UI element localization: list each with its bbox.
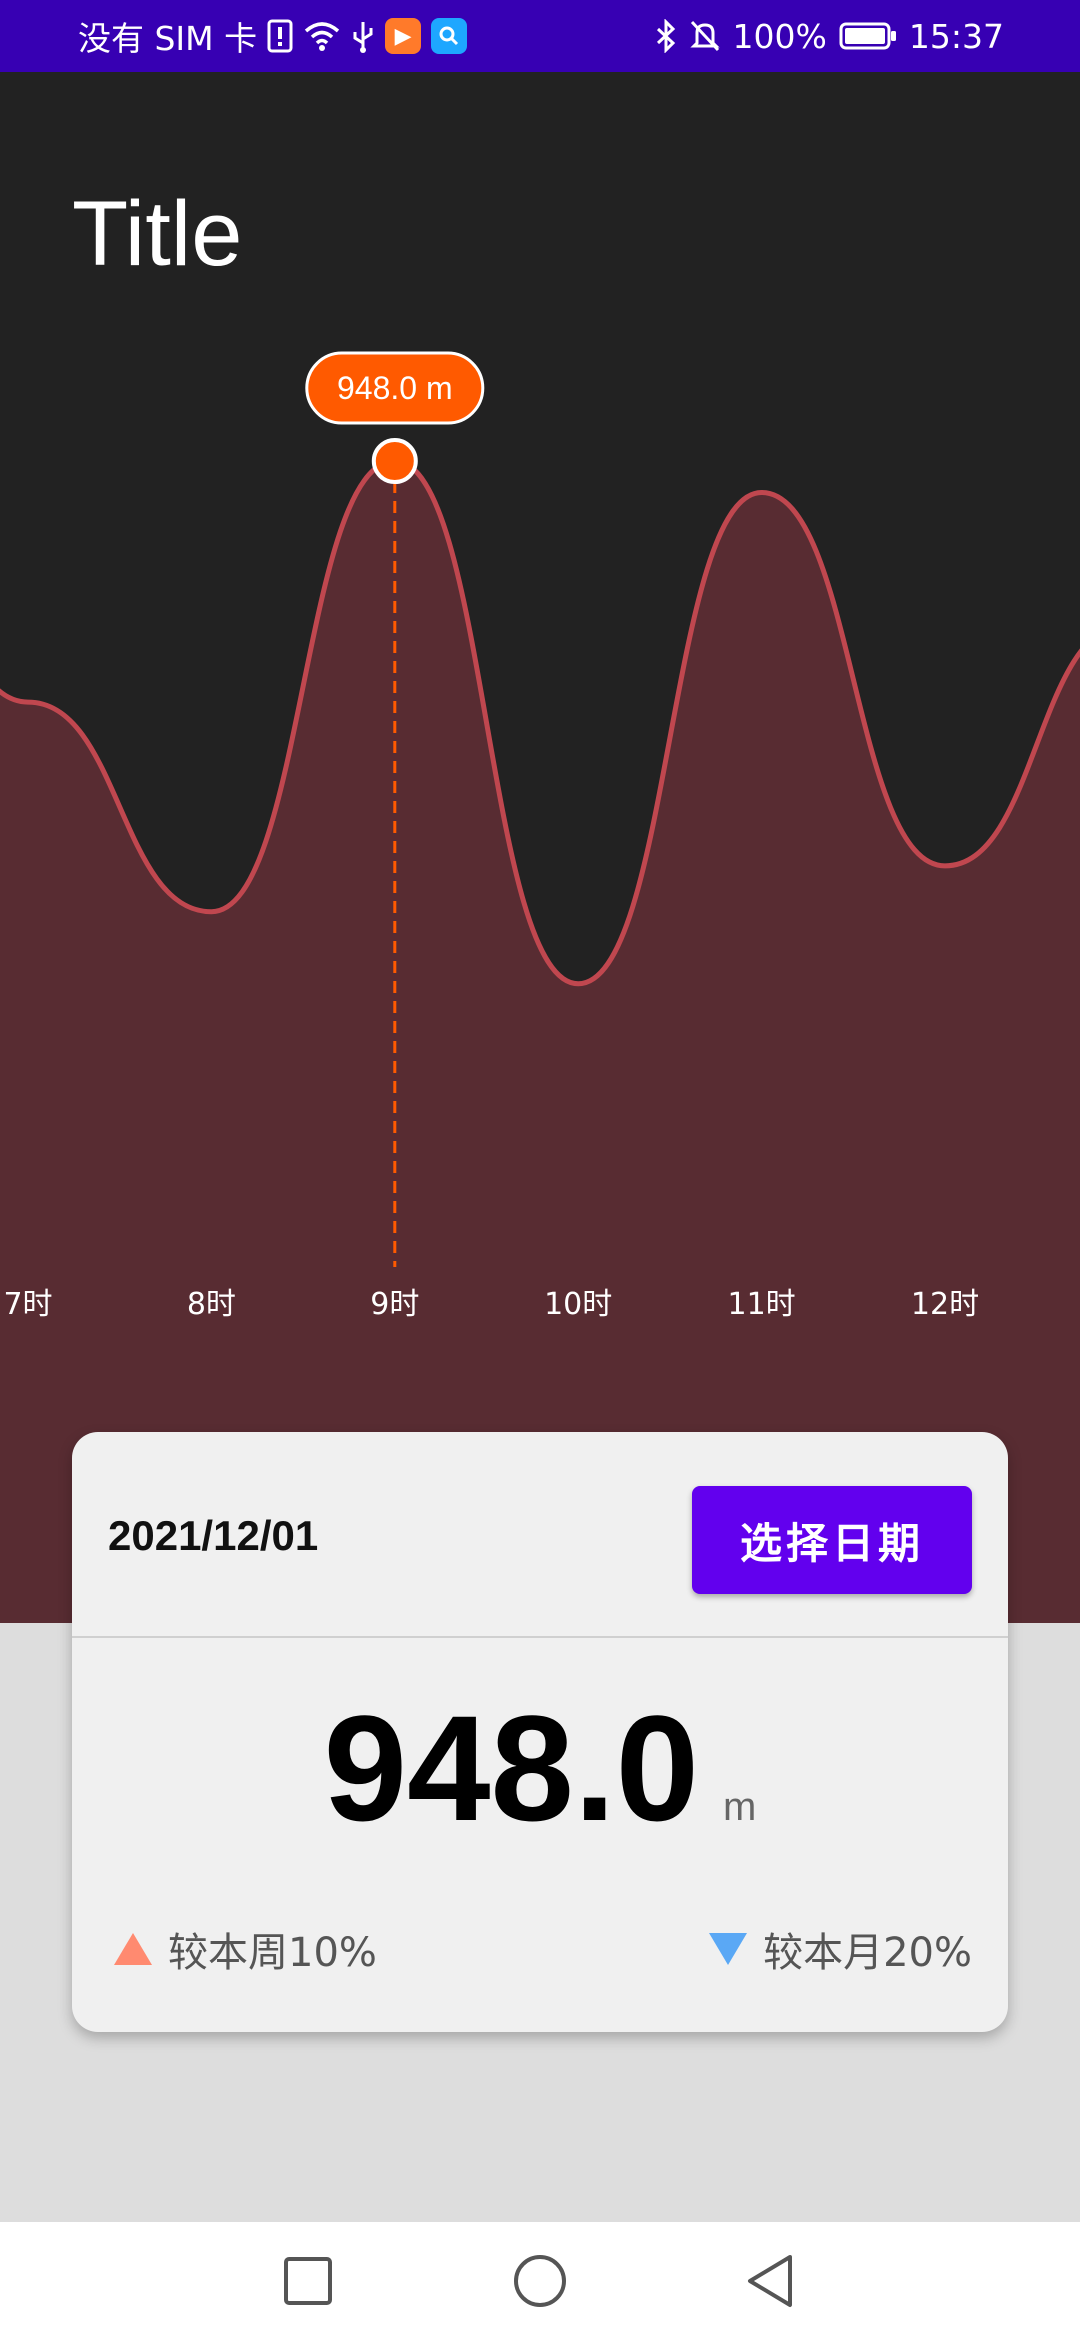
month-comparison-text: 较本月20% <box>763 1930 972 1976</box>
status-bar: 没有 SIM 卡 ▶ 100% 15:37 <box>0 0 1080 72</box>
carrier-text: 没有 SIM 卡 <box>78 19 258 58</box>
wifi-icon <box>303 20 341 52</box>
status-left: 没有 SIM 卡 ▶ <box>78 0 468 72</box>
page-title: Title <box>72 183 243 285</box>
month-comparison: 较本月20% <box>709 1920 972 1978</box>
current-value-number: 948.0 <box>323 1684 700 1852</box>
home-circle-icon[interactable] <box>480 2222 600 2340</box>
x-tick-label: 8时 <box>187 1287 236 1322</box>
system-nav-bar <box>0 2222 1080 2340</box>
back-triangle-icon[interactable] <box>710 2222 830 2340</box>
selected-point <box>371 438 418 485</box>
current-value: 948.0 m <box>72 1682 1008 1855</box>
status-right: 100% 15:37 <box>655 0 1004 72</box>
chart-series-line <box>0 458 1080 987</box>
x-tick-label: 7时 <box>3 1287 52 1322</box>
chart-panel: Title 7时 8时 9时 10时 11时 12时 948.0 m <box>0 72 1080 1623</box>
search-app-icon <box>431 18 468 54</box>
info-card: 2021/12/01 选择日期 948.0 m 较本周10% 较本月20% <box>72 1432 1008 2032</box>
x-tick-label: 11时 <box>728 1287 796 1322</box>
week-comparison-text: 较本周10% <box>168 1930 377 1976</box>
card-divider <box>72 1636 1008 1638</box>
value-tooltip <box>305 351 485 425</box>
current-value-unit: m <box>723 1785 757 1829</box>
elevation-chart[interactable]: 7时 8时 9时 10时 11时 12时 948.0 m <box>0 72 1080 1623</box>
trend-up-icon <box>114 1933 152 1965</box>
battery-icon <box>839 21 897 51</box>
mute-icon <box>689 19 721 53</box>
trend-down-icon <box>709 1933 748 1965</box>
x-tick-label: 12时 <box>911 1287 979 1322</box>
x-tick-label: 10时 <box>544 1287 612 1322</box>
chart-x-axis: 7时 8时 9时 10时 11时 12时 <box>3 1287 979 1322</box>
select-date-button[interactable]: 选择日期 <box>692 1486 972 1594</box>
clock-text: 15:37 <box>908 16 1004 56</box>
bluetooth-icon <box>655 19 677 53</box>
selected-date: 2021/12/01 <box>108 1512 319 1559</box>
chart-selection[interactable]: 948.0 m <box>305 351 485 1267</box>
usb-icon <box>351 18 375 54</box>
value-tooltip-text: 948.0 m <box>337 370 453 406</box>
battery-text: 100% <box>732 16 827 56</box>
week-comparison: 较本周10% <box>114 1920 377 1978</box>
x-tick-label: 9时 <box>370 1287 419 1322</box>
video-app-icon: ▶ <box>385 18 422 54</box>
sim-alert-icon <box>267 19 293 53</box>
recents-square-icon[interactable] <box>248 2222 368 2340</box>
chart-area-fill <box>0 461 1080 1623</box>
